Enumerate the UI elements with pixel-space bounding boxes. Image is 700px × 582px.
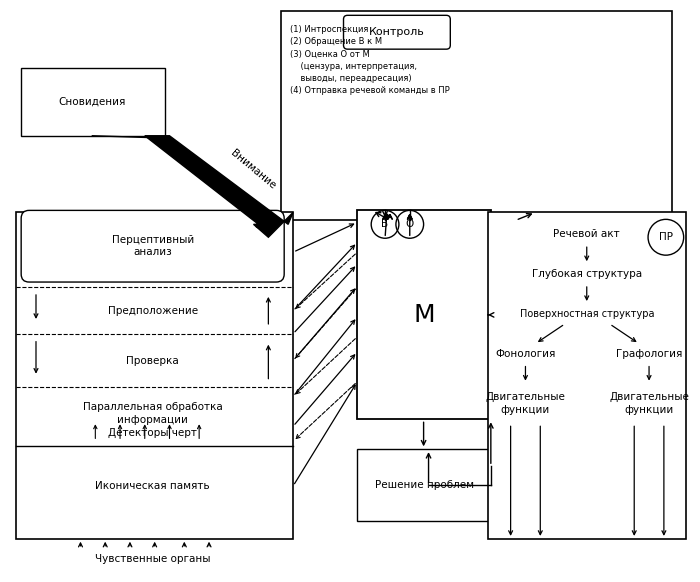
Text: Глубокая структура: Глубокая структура bbox=[532, 269, 642, 279]
Text: Графология: Графология bbox=[616, 349, 682, 359]
Text: Контроль: Контроль bbox=[369, 27, 425, 37]
Bar bbox=[488, 212, 685, 539]
Text: Параллельная обработка
информации: Параллельная обработка информации bbox=[83, 402, 223, 425]
Bar bbox=[281, 11, 672, 221]
Text: Решение проблем: Решение проблем bbox=[374, 480, 474, 490]
Bar bbox=[16, 212, 293, 539]
Text: Чувственные органы: Чувственные органы bbox=[95, 553, 211, 564]
Text: Иконическая память: Иконическая память bbox=[95, 481, 210, 491]
Text: Внимание: Внимание bbox=[229, 148, 278, 191]
FancyBboxPatch shape bbox=[344, 15, 450, 49]
Text: Детекторы черт: Детекторы черт bbox=[108, 428, 197, 438]
Text: М: М bbox=[413, 303, 435, 327]
Text: Поверхностная структура: Поверхностная структура bbox=[519, 309, 654, 319]
Bar bbox=[358, 449, 491, 521]
Text: О: О bbox=[405, 219, 414, 229]
FancyBboxPatch shape bbox=[21, 210, 284, 282]
Text: Сновидения: Сновидения bbox=[59, 97, 126, 107]
Bar bbox=[21, 68, 164, 136]
Text: В: В bbox=[382, 219, 388, 229]
Text: ПР: ПР bbox=[659, 232, 673, 242]
Text: Двигательные
функции: Двигательные функции bbox=[486, 392, 566, 415]
Text: Предположение: Предположение bbox=[108, 306, 197, 316]
Text: Двигательные
функции: Двигательные функции bbox=[609, 392, 689, 415]
Text: Перцептивный
анализ: Перцептивный анализ bbox=[111, 235, 194, 257]
Text: Фонология: Фонология bbox=[496, 349, 556, 359]
Text: (1) Интроспекция
(2) Обращение В к М
(3) Оценка О от М
    (цензура, интерпретац: (1) Интроспекция (2) Обращение В к М (3)… bbox=[290, 25, 450, 95]
Text: Речевой акт: Речевой акт bbox=[554, 229, 620, 239]
Text: Проверка: Проверка bbox=[126, 356, 179, 365]
Bar bbox=[358, 210, 491, 420]
Polygon shape bbox=[145, 136, 293, 237]
